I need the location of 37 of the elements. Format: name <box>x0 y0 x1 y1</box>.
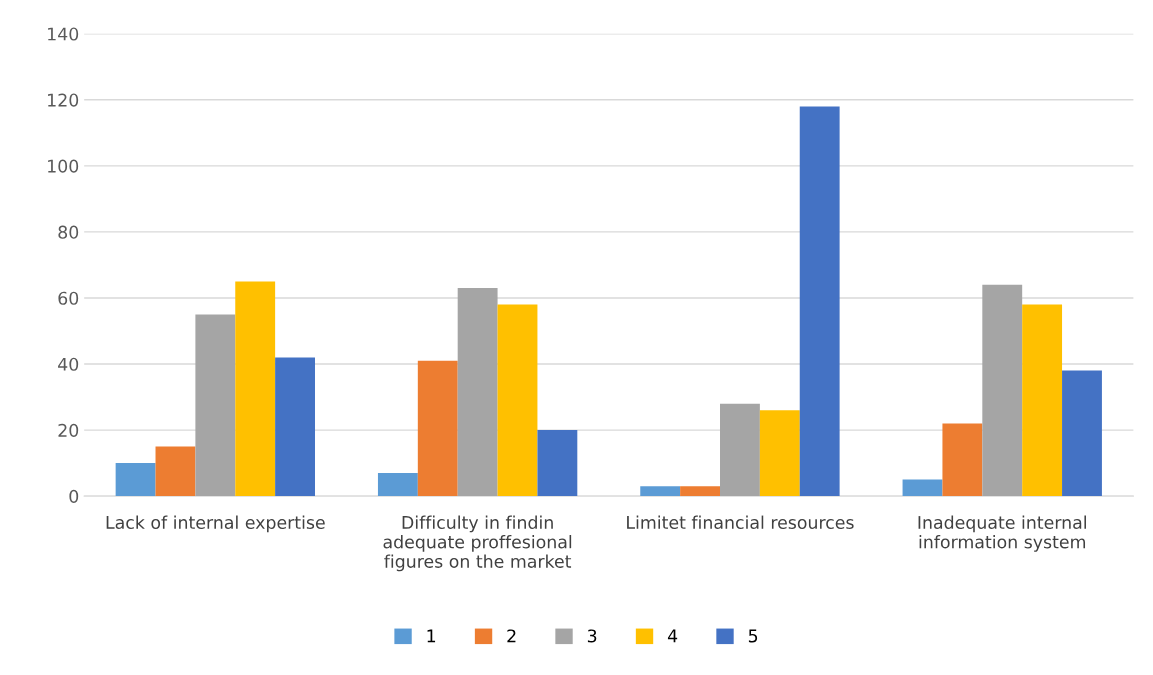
bar <box>497 304 538 497</box>
bar <box>1022 304 1063 497</box>
y-tick-label: 20 <box>58 423 79 437</box>
x-tick-label: Difficulty in findin adequate proffesional figures on the market <box>383 515 572 572</box>
x-tick-label: Inadequate internal information system <box>918 515 1086 552</box>
bar <box>759 410 800 497</box>
bar <box>680 486 720 497</box>
y-tick-label: 140 <box>48 27 79 41</box>
bar <box>720 403 760 497</box>
y-tick-label: 80 <box>58 225 79 239</box>
bar <box>377 473 418 497</box>
y-tick-label: 40 <box>58 357 79 371</box>
bar <box>235 281 276 497</box>
legend-label: 3 <box>587 629 597 643</box>
bar <box>1062 370 1102 497</box>
bar <box>417 360 458 497</box>
bar <box>457 288 498 497</box>
bar <box>275 357 315 497</box>
legend-label: 2 <box>507 629 516 643</box>
bar <box>902 479 943 497</box>
bar <box>155 446 196 497</box>
bar <box>195 314 236 497</box>
legend-label: 4 <box>667 629 678 643</box>
bar <box>537 430 578 497</box>
legend-label: 5 <box>748 629 758 643</box>
y-tick-label: 0 <box>69 489 79 503</box>
bar <box>115 463 156 497</box>
bar <box>799 106 840 497</box>
bar <box>942 423 983 497</box>
y-tick-label: 60 <box>58 291 79 305</box>
x-tick-label: Limitet financial resources <box>627 515 854 530</box>
bar <box>640 486 681 497</box>
legend-label: 1 <box>427 629 436 643</box>
bar <box>982 284 1023 497</box>
x-tick-label: Lack of internal expertise <box>106 515 325 533</box>
y-tick-label: 100 <box>48 159 79 173</box>
y-tick-label: 120 <box>48 93 79 107</box>
